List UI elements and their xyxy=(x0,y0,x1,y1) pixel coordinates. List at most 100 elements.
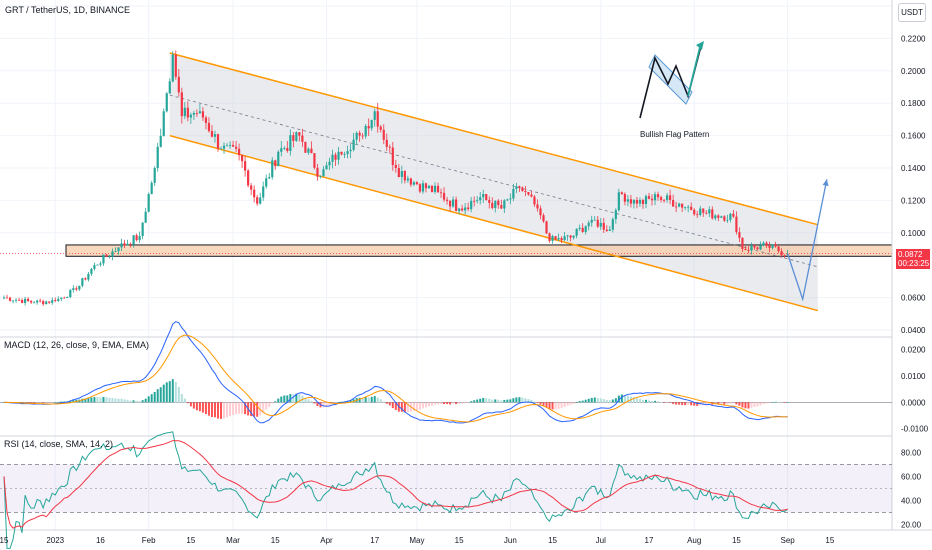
candle-body xyxy=(509,198,512,200)
candle-body xyxy=(693,209,696,215)
price-axis-label: 0.1200 xyxy=(901,196,926,205)
candle-body xyxy=(159,135,162,147)
candle-body xyxy=(180,92,183,117)
candle-body xyxy=(225,145,229,147)
macd-histogram-bar xyxy=(241,402,244,414)
macd-histogram-bar xyxy=(30,402,33,403)
macd-histogram-bar xyxy=(295,393,298,403)
candle-body xyxy=(114,251,117,252)
macd-histogram-bar xyxy=(434,402,437,405)
macd-histogram-bar xyxy=(777,401,780,403)
candle-body xyxy=(231,144,235,147)
candle-body xyxy=(135,235,138,241)
macd-histogram-bar xyxy=(599,398,602,403)
candle-body xyxy=(533,196,536,205)
candle-body xyxy=(455,199,458,211)
macd-histogram-bar xyxy=(515,397,518,403)
price-axis-label: 0.1000 xyxy=(901,229,926,238)
macd-histogram-bar xyxy=(24,402,27,403)
candle-body xyxy=(629,199,633,204)
macd-histogram-bar xyxy=(135,400,138,403)
macd-histogram-bar xyxy=(81,398,84,403)
candle-body xyxy=(316,167,319,177)
macd-histogram-bar xyxy=(509,399,512,403)
candle-body xyxy=(783,255,786,256)
candle-body xyxy=(90,268,93,274)
projection-path[interactable] xyxy=(787,179,828,302)
macd-histogram-bar xyxy=(593,397,596,403)
macd-histogram-bar xyxy=(220,402,223,419)
macd-histogram-bar xyxy=(268,402,271,408)
macd-title[interactable]: MACD (12, 26, close, 9, EMA, EMA) xyxy=(4,340,150,350)
macd-histogram-bar xyxy=(590,397,593,403)
candle-body xyxy=(647,196,651,199)
macd-histogram-bar xyxy=(36,402,39,403)
macd-histogram-bar xyxy=(705,402,708,405)
macd-histogram-bar xyxy=(45,402,48,403)
candle-body xyxy=(515,186,518,189)
candle-body xyxy=(391,147,394,166)
rsi-pane[interactable] xyxy=(0,431,892,549)
candle-body xyxy=(735,216,738,233)
macd-histogram-bar xyxy=(352,399,355,403)
candle-body xyxy=(388,146,391,148)
time-axis-label: 15 xyxy=(548,536,557,545)
macd-histogram-bar xyxy=(500,400,503,403)
price-axis-label: 0.1800 xyxy=(901,99,926,108)
candle-body xyxy=(527,192,530,195)
price-axis-label: 0.2000 xyxy=(901,67,926,76)
macd-histogram-bar xyxy=(455,402,458,405)
macd-histogram-bar xyxy=(162,384,165,403)
macd-histogram-bar xyxy=(720,402,723,405)
candle-body xyxy=(575,228,578,236)
macd-histogram-bar xyxy=(286,395,289,403)
macd-histogram-bar xyxy=(226,402,229,418)
macd-histogram-bar xyxy=(123,399,126,403)
candle-body xyxy=(406,178,409,181)
macd-histogram-bar xyxy=(195,402,198,411)
macd-histogram-bar xyxy=(51,402,54,403)
candle-body xyxy=(762,242,765,246)
candle-body xyxy=(587,222,590,227)
macd-pane[interactable] xyxy=(0,321,892,424)
macd-histogram-bar xyxy=(608,400,611,403)
macd-histogram-bar xyxy=(210,402,213,418)
macd-histogram-bar xyxy=(678,402,681,405)
candle-body xyxy=(346,151,349,155)
macd-histogram-bar xyxy=(503,399,506,403)
candle-body xyxy=(241,155,244,162)
macd-histogram-bar xyxy=(572,402,575,404)
candle-body xyxy=(705,212,708,214)
candle-body xyxy=(433,185,437,192)
candle-body xyxy=(554,236,557,240)
macd-histogram-bar xyxy=(192,402,195,409)
candle-body xyxy=(213,134,217,137)
macd-histogram-bar xyxy=(476,399,479,403)
price-axis[interactable]: 0.24000.22000.20000.18000.16000.14000.12… xyxy=(901,2,926,335)
candle-body xyxy=(668,195,672,201)
macd-histogram-bar xyxy=(774,401,777,403)
price-axis-label: 0.0600 xyxy=(901,294,926,303)
rsi-axis[interactable]: 80.00 60.00 40.00 20.00 xyxy=(901,448,922,529)
macd-histogram-bar xyxy=(464,402,467,404)
candle-body xyxy=(659,197,663,200)
time-axis-label: Sep xyxy=(781,536,796,545)
macd-axis[interactable]: 0.0200 0.0100 0.0000 -0.0100 xyxy=(901,346,929,434)
macd-histogram-bar xyxy=(470,401,473,403)
macd-histogram-bar xyxy=(358,397,361,403)
price-pane[interactable]: Bullish Flag Pattern xyxy=(0,41,893,312)
macd-histogram-bar xyxy=(120,398,123,403)
time-axis[interactable]: 15 2023 16 Feb 15 Mar 15 Apr 17 May 15 Jun 15 Jul 17 Au… xyxy=(0,536,835,545)
macd-histogram-bar xyxy=(717,402,720,405)
channel-upper-line[interactable] xyxy=(169,52,818,226)
candle-body xyxy=(295,132,298,141)
currency-badge[interactable]: USDT xyxy=(898,3,926,22)
macd-histogram-bar xyxy=(256,402,259,417)
candle-body xyxy=(479,197,482,201)
candle-body xyxy=(521,187,524,191)
macd-histogram-bar xyxy=(201,402,204,413)
rsi-title[interactable]: RSI (14, close, SMA, 14, 2) xyxy=(4,439,114,449)
macd-histogram-bar xyxy=(313,402,316,404)
candle-body xyxy=(653,194,657,201)
